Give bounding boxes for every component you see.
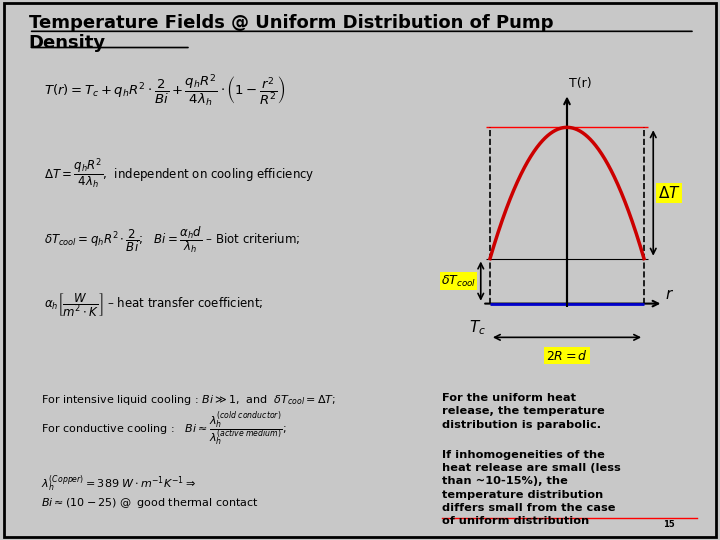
Text: Temperature Fields @ Uniform Distribution of Pump
Density: Temperature Fields @ Uniform Distributio… <box>29 14 553 52</box>
Text: $T(r) = T_c + q_h R^2 \cdot \dfrac{2}{Bi} + \dfrac{q_h R^2}{4\lambda_h} \cdot \l: $T(r) = T_c + q_h R^2 \cdot \dfrac{2}{Bi… <box>45 72 286 108</box>
Text: $\Delta T$: $\Delta T$ <box>658 185 680 201</box>
Text: $\delta T_{cool}$: $\delta T_{cool}$ <box>441 274 476 289</box>
Text: 15: 15 <box>662 521 675 530</box>
Text: $\lambda_h^{(Copper)} = 389\;W \cdot m^{-1} K^{-1} \Rightarrow$
$Bi \approx (10-: $\lambda_h^{(Copper)} = 389\;W \cdot m^{… <box>40 473 258 510</box>
Text: $\delta T_{cool} = q_h R^2 \cdot \dfrac{2}{Bi}$;   $Bi = \dfrac{\alpha_h d}{\lam: $\delta T_{cool} = q_h R^2 \cdot \dfrac{… <box>45 224 301 255</box>
Text: For the uniform heat
release, the temperature
distribution is parabolic.: For the uniform heat release, the temper… <box>442 393 605 430</box>
Text: T(r): T(r) <box>570 77 592 90</box>
Text: $\Delta T = \dfrac{q_h R^2}{4\lambda_h}$,  independent on cooling efficiency: $\Delta T = \dfrac{q_h R^2}{4\lambda_h}$… <box>45 157 315 191</box>
Text: $2R=d$: $2R=d$ <box>546 349 588 362</box>
Text: $T_c$: $T_c$ <box>469 319 486 338</box>
Text: $\alpha_h \left[\dfrac{W}{m^2 \cdot K}\right]$ – heat transfer coefficient;: $\alpha_h \left[\dfrac{W}{m^2 \cdot K}\r… <box>45 292 264 320</box>
Text: For intensive liquid cooling : $Bi \gg 1$,  and  $\delta T_{cool} = \Delta T$;
F: For intensive liquid cooling : $Bi \gg 1… <box>40 393 336 449</box>
Text: If inhomogeneities of the
heat release are small (less
than ~10-15%), the
temper: If inhomogeneities of the heat release a… <box>442 450 621 526</box>
Text: r: r <box>665 287 672 302</box>
